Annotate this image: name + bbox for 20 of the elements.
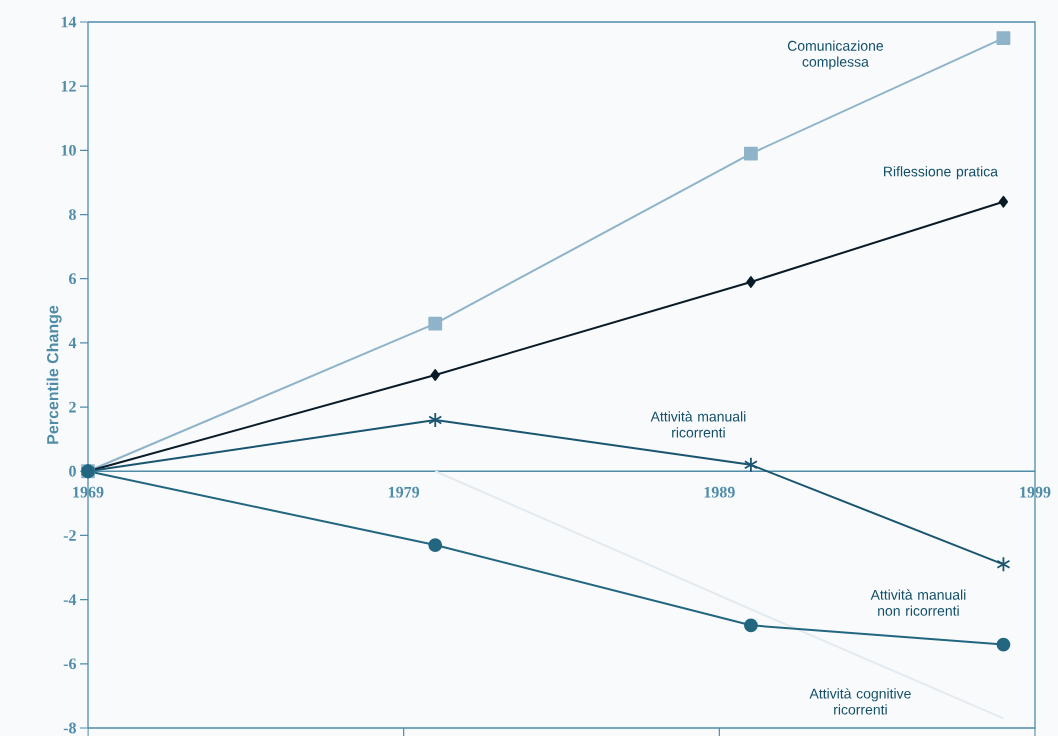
y-tick-label: -4 <box>63 594 77 606</box>
y-tick-label: 12 <box>61 81 76 92</box>
y-tick-label: 2 <box>69 401 76 413</box>
y-tick-label: -2 <box>63 530 76 541</box>
y-tick-label: 10 <box>61 145 76 156</box>
series-label: Attività cognitive ricorrenti <box>809 688 911 715</box>
series-label: Riflessione pratica <box>884 166 998 180</box>
x-tick-label: 1979 <box>388 486 420 498</box>
y-tick-label: 0 <box>69 466 76 477</box>
series-label: Comunicazione complessa <box>787 40 884 70</box>
x-tick-label: 1989 <box>704 486 735 498</box>
series-label: Attività manuali ricorrenti <box>650 411 746 438</box>
y-tick-label: 14 <box>61 16 77 28</box>
y-tick-label: -6 <box>63 658 77 670</box>
series-label: Attività manuali non ricorrenti <box>870 589 966 616</box>
y-tick-label: 8 <box>69 209 76 221</box>
y-tick-label: 6 <box>69 273 77 285</box>
y-tick-label: 4 <box>68 337 77 349</box>
y-axis-title: Percentile Change <box>46 305 62 444</box>
y-tick-label: -8 <box>63 722 76 734</box>
